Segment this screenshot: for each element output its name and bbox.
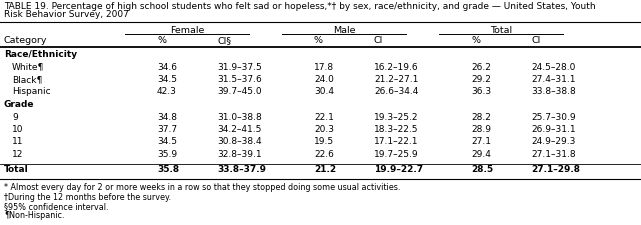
- Text: 11: 11: [12, 137, 24, 146]
- Text: Male: Male: [333, 26, 355, 35]
- Text: 19.3–25.2: 19.3–25.2: [374, 112, 419, 122]
- Text: §95% confidence interval.: §95% confidence interval.: [4, 202, 108, 211]
- Text: 30.8–38.4: 30.8–38.4: [217, 137, 262, 146]
- Text: 32.8–39.1: 32.8–39.1: [217, 150, 262, 159]
- Text: Risk Behavior Survey, 2007: Risk Behavior Survey, 2007: [4, 10, 129, 19]
- Text: 26.2: 26.2: [471, 63, 491, 72]
- Text: %: %: [157, 36, 166, 45]
- Text: 27.1: 27.1: [471, 137, 491, 146]
- Text: 35.9: 35.9: [157, 150, 177, 159]
- Text: 21.2–27.1: 21.2–27.1: [374, 75, 419, 84]
- Text: 34.5: 34.5: [157, 75, 177, 84]
- Text: 24.9–29.3: 24.9–29.3: [531, 137, 576, 146]
- Text: 35.8: 35.8: [157, 166, 179, 175]
- Text: 31.5–37.6: 31.5–37.6: [217, 75, 262, 84]
- Text: 42.3: 42.3: [157, 88, 177, 97]
- Text: 27.1–29.8: 27.1–29.8: [531, 166, 580, 175]
- Text: 30.4: 30.4: [314, 88, 334, 97]
- Text: 27.4–31.1: 27.4–31.1: [531, 75, 576, 84]
- Text: 10: 10: [12, 125, 24, 134]
- Text: 19.5: 19.5: [314, 137, 334, 146]
- Text: Female: Female: [170, 26, 204, 35]
- Text: 18.3–22.5: 18.3–22.5: [374, 125, 419, 134]
- Text: 24.5–28.0: 24.5–28.0: [531, 63, 576, 72]
- Text: 28.9: 28.9: [471, 125, 491, 134]
- Text: 29.4: 29.4: [471, 150, 491, 159]
- Text: †During the 12 months before the survey.: †During the 12 months before the survey.: [4, 193, 171, 202]
- Text: ¶Non-Hispanic.: ¶Non-Hispanic.: [4, 212, 65, 220]
- Text: Total: Total: [490, 26, 512, 35]
- Text: 9: 9: [12, 112, 18, 122]
- Text: 25.7–30.9: 25.7–30.9: [531, 112, 576, 122]
- Text: 22.6: 22.6: [314, 150, 334, 159]
- Text: 34.5: 34.5: [157, 137, 177, 146]
- Text: Hispanic: Hispanic: [12, 88, 51, 97]
- Text: 34.8: 34.8: [157, 112, 177, 122]
- Text: 21.2: 21.2: [314, 166, 336, 175]
- Text: CI: CI: [531, 36, 540, 45]
- Text: 28.5: 28.5: [471, 166, 493, 175]
- Text: 37.7: 37.7: [157, 125, 177, 134]
- Text: 19.7–25.9: 19.7–25.9: [374, 150, 419, 159]
- Text: 31.0–38.8: 31.0–38.8: [217, 112, 262, 122]
- Text: 33.8–37.9: 33.8–37.9: [217, 166, 266, 175]
- Text: 17.8: 17.8: [314, 63, 334, 72]
- Text: White¶: White¶: [12, 63, 44, 72]
- Text: 27.1–31.8: 27.1–31.8: [531, 150, 576, 159]
- Text: TABLE 19. Percentage of high school students who felt sad or hopeless,*† by sex,: TABLE 19. Percentage of high school stud…: [4, 2, 595, 11]
- Text: 26.6–34.4: 26.6–34.4: [374, 88, 419, 97]
- Text: CI§: CI§: [217, 36, 231, 45]
- Text: CI: CI: [374, 36, 383, 45]
- Text: 34.6: 34.6: [157, 63, 177, 72]
- Text: 39.7–45.0: 39.7–45.0: [217, 88, 262, 97]
- Text: %: %: [314, 36, 323, 45]
- Text: 12: 12: [12, 150, 23, 159]
- Text: Category: Category: [4, 36, 47, 45]
- Text: 17.1–22.1: 17.1–22.1: [374, 137, 419, 146]
- Text: 26.9–31.1: 26.9–31.1: [531, 125, 576, 134]
- Text: 36.3: 36.3: [471, 88, 491, 97]
- Text: Race/Ethnicity: Race/Ethnicity: [4, 50, 77, 59]
- Text: Total: Total: [4, 166, 29, 175]
- Text: 28.2: 28.2: [471, 112, 491, 122]
- Text: Grade: Grade: [4, 100, 35, 109]
- Text: 24.0: 24.0: [314, 75, 334, 84]
- Text: 34.2–41.5: 34.2–41.5: [217, 125, 262, 134]
- Text: 20.3: 20.3: [314, 125, 334, 134]
- Text: 33.8–38.8: 33.8–38.8: [531, 88, 576, 97]
- Text: * Almost every day for 2 or more weeks in a row so that they stopped doing some : * Almost every day for 2 or more weeks i…: [4, 183, 401, 192]
- Text: 16.2–19.6: 16.2–19.6: [374, 63, 419, 72]
- Text: Black¶: Black¶: [12, 75, 42, 84]
- Text: 29.2: 29.2: [471, 75, 491, 84]
- Text: 19.9–22.7: 19.9–22.7: [374, 166, 423, 175]
- Text: 31.9–37.5: 31.9–37.5: [217, 63, 262, 72]
- Text: %: %: [471, 36, 480, 45]
- Text: 22.1: 22.1: [314, 112, 334, 122]
